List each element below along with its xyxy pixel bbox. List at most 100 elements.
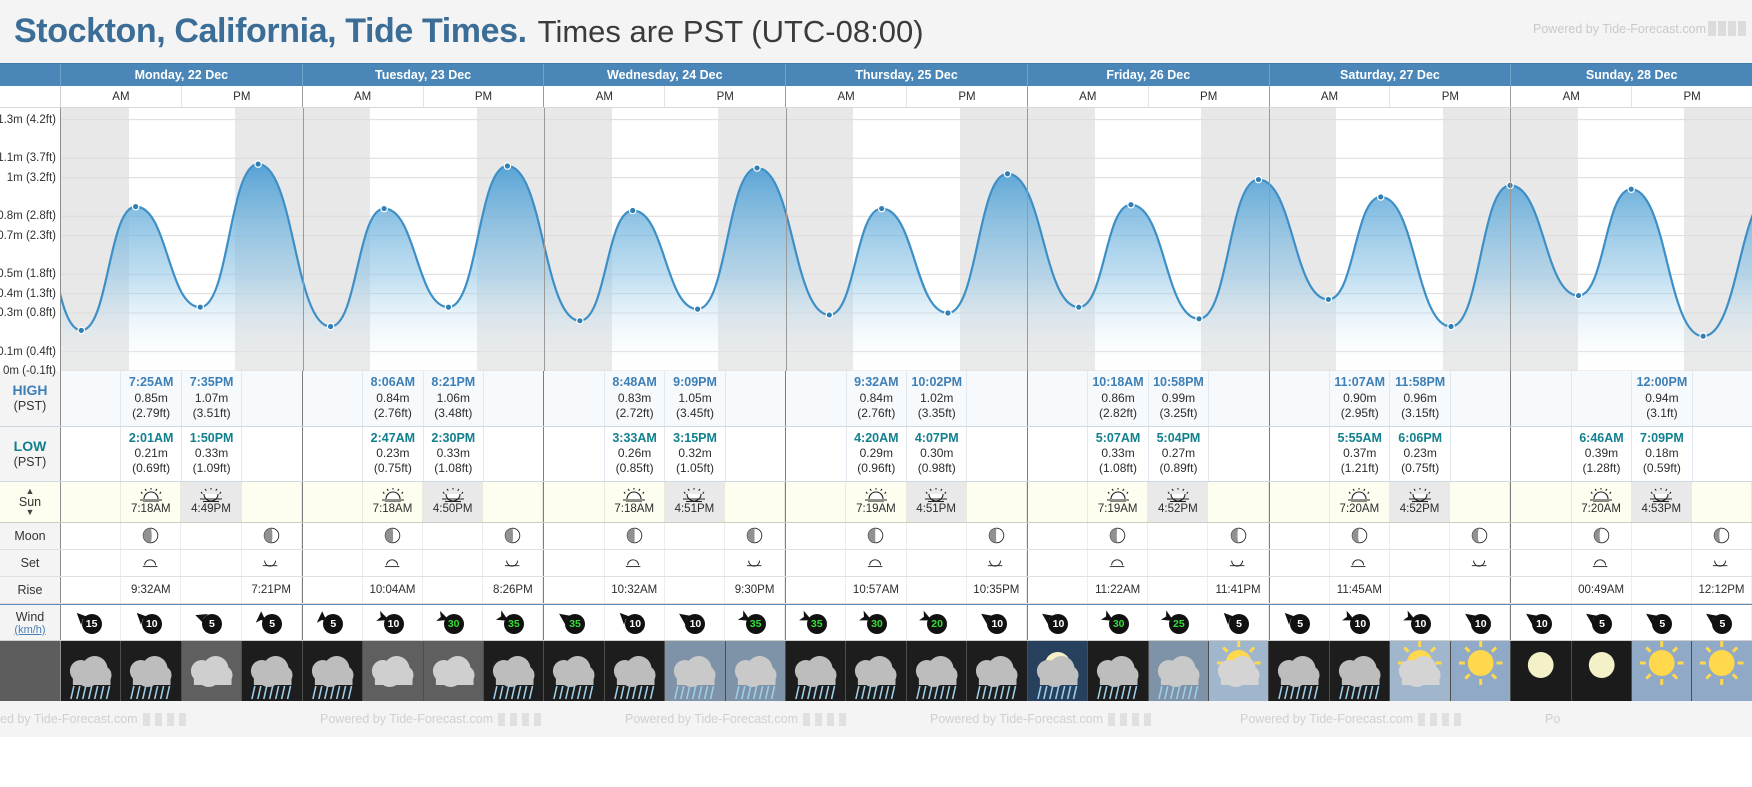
- high-tide-height-ft: (3.1ft): [1646, 405, 1678, 420]
- weather-icon-rain-night: [483, 641, 545, 702]
- wind-slot: ➤ 30: [1088, 605, 1149, 641]
- sun-set-slot: 4:52PM: [1389, 482, 1451, 523]
- moontime-slot: 12:12PM: [1692, 577, 1752, 604]
- sunrise-icon: [1348, 487, 1371, 502]
- moonset-slot: [1450, 550, 1511, 577]
- page-subtitle: Times are PST (UTC-08:00): [537, 13, 924, 49]
- low-tide-time: 6:46AM: [1579, 430, 1624, 445]
- high-tide-slot: [1270, 371, 1331, 426]
- high-tide-slot: [242, 371, 301, 426]
- high-tide-time: 12:00PM: [1636, 375, 1688, 389]
- high-tide-day-3: 9:32AM 0.84m (2.76ft) 10:02PM 1.02m (3.35ft): [786, 371, 1028, 426]
- high-tide-slot: 9:09PM 1.05m (3.45ft): [665, 371, 726, 426]
- low-tide-slot: [1693, 427, 1752, 482]
- logo-bar: [178, 712, 186, 726]
- ampm-group-4: AM PM: [1028, 86, 1270, 107]
- day-header-strip: Monday, 22 Dec Tuesday, 23 Dec Wednesday, …: [0, 63, 1752, 86]
- high-tide-point: [1127, 200, 1135, 209]
- moon-phase-icon: [626, 528, 642, 544]
- moontime-slot: [786, 577, 847, 604]
- moonset-icon: [142, 559, 158, 568]
- wind-slot: ➤ 10: [1330, 605, 1390, 641]
- moonset-slot: [1028, 550, 1089, 577]
- wind-speed: 35: [806, 614, 827, 635]
- low-tide-slot: [484, 427, 543, 482]
- sun-set-time: 4:51PM: [916, 502, 956, 515]
- wind-badge: ➤ 10: [975, 606, 1013, 635]
- wind-unit-link[interactable]: (km/h): [14, 623, 46, 636]
- wind-badge: ➤ 10: [1399, 606, 1437, 635]
- sun-set-slot: 4:51PM: [664, 482, 725, 523]
- wind-badge: ➤ 10: [1459, 606, 1497, 635]
- wind-day-4: ➤ 10 ➤ 30 ➤ 25 ➤ 5: [1028, 605, 1270, 641]
- high-tide-height-m: 1.02m: [920, 390, 954, 405]
- high-tide-height-m: 0.85m: [134, 390, 168, 405]
- wind-badge: ➤ 20: [916, 606, 953, 635]
- high-tide-slot: [303, 371, 364, 426]
- wind-speed: 30: [443, 614, 464, 635]
- high-tide-height-ft: (3.45ft): [676, 405, 715, 420]
- low-tide-day-0: 2:01AM 0.21m (0.69ft) 1:50PM 0.33m (1.09ft): [61, 426, 303, 482]
- weather-icon-cloud-day: [423, 641, 484, 702]
- low-tide-slot: [61, 426, 122, 482]
- logo-bar: [1454, 712, 1461, 726]
- moon-phase-icon: [143, 528, 159, 544]
- low-tide-slot: [1511, 426, 1572, 482]
- low-tide-slot: 6:46AM 0.39m (1.28ft): [1572, 426, 1633, 482]
- footer-credit-text: ed by Tide-Forecast.com: [0, 712, 138, 727]
- low-tide-time: 3:15PM: [673, 430, 717, 445]
- low-tide-time: 2:47AM: [370, 430, 416, 445]
- moontime-slot: 00:49AM: [1572, 577, 1632, 604]
- low-tide-slot: 2:30PM 0.33m (1.08ft): [424, 426, 485, 482]
- high-tide-slot: [1572, 371, 1633, 426]
- wind-speed: 35: [503, 614, 524, 635]
- moon-phase-icon: [1472, 528, 1488, 544]
- moonset-slot: [1511, 550, 1572, 577]
- ampm-am-6: AM: [1511, 86, 1633, 107]
- footer-credit: Powered by Tide-Forecast.com: [625, 712, 846, 726]
- high-tide-height-m: 1.06m: [436, 390, 470, 405]
- moon-label: Moon: [14, 529, 46, 544]
- high-tide-slot: 8:06AM 0.84m (2.76ft): [363, 371, 424, 426]
- moon-phase-slot: [1450, 523, 1511, 550]
- moon-day-1: [303, 523, 545, 550]
- moontime-slot: 11:45AM: [1330, 577, 1390, 604]
- wind-speed: 5: [201, 614, 222, 635]
- weather-icon-moon-night: [1511, 641, 1572, 702]
- moon-phase-icon: [263, 528, 279, 544]
- sun-day-5: 7:20AM 4:52PM: [1270, 482, 1512, 523]
- wind-label: Wind: [15, 609, 45, 624]
- moon-phase-slot: [483, 523, 544, 550]
- high-tide-time: 9:09PM: [673, 375, 717, 389]
- moontime-slot: [665, 577, 725, 604]
- day-separator: [302, 108, 304, 371]
- high-tide-time: 8:48AM: [612, 375, 657, 389]
- high-tide-point: [1506, 181, 1514, 190]
- sun-empty-slot: [1450, 482, 1511, 523]
- weather-icon-cloud-day: [363, 641, 424, 702]
- day-header-0: Monday, 22 Dec: [61, 64, 303, 86]
- weather-icon-rain-night: [906, 641, 968, 702]
- moon-empty-slot: [1511, 523, 1572, 550]
- moonset-cells: [61, 550, 1752, 577]
- sun-set-slot: 4:49PM: [181, 482, 242, 523]
- low-tide-point: [944, 309, 952, 317]
- moonset-slot: [967, 550, 1027, 577]
- moontime-slot: 9:30PM: [725, 577, 786, 604]
- low-tide-height-ft: (1.21ft): [1340, 461, 1379, 476]
- wind-badge: ➤ 10: [1520, 606, 1558, 635]
- wind-badge: ➤ 10: [1339, 606, 1376, 635]
- moonrise-time: 10:35PM: [973, 583, 1020, 596]
- low-tide-point: [1699, 332, 1707, 340]
- sun-day-1: 7:18AM 4:50PM: [303, 482, 545, 523]
- moontime-slot: 8:26PM: [483, 577, 544, 604]
- wind-slot: ➤ 10: [967, 605, 1027, 641]
- weather-icon-rain-night: [544, 641, 605, 702]
- low-tide-slot: [242, 427, 301, 482]
- high-tide-height-m: 0.84m: [376, 390, 410, 405]
- moontime-slot: 10:04AM: [363, 577, 424, 604]
- moonrise-time: 7:21PM: [251, 583, 291, 596]
- moonset-icon: [1592, 559, 1608, 568]
- moontime-slot: [423, 577, 484, 604]
- page-title: Stockton, California, Tide Times.: [14, 12, 527, 50]
